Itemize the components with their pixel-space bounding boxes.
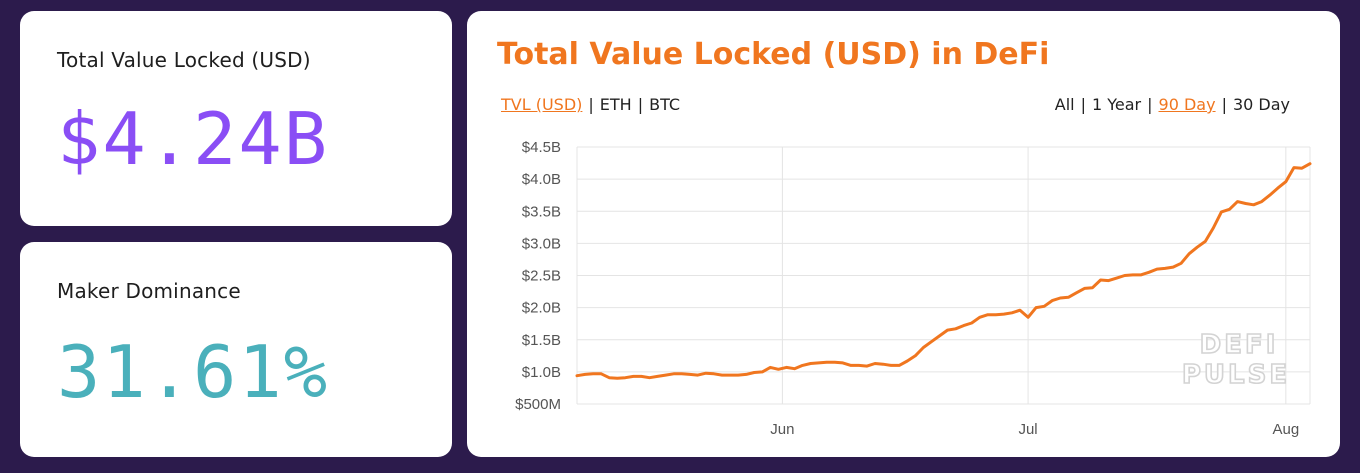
x-tick-label: Aug — [1272, 421, 1299, 438]
watermark-line-2: PULSE — [1182, 360, 1290, 390]
range-option-1-year[interactable]: 1 Year — [1091, 95, 1142, 114]
chart-title: Total Value Locked (USD) in DeFi — [497, 37, 1050, 72]
y-axis: $4.5B $4.0B $3.5B $3.0B $2.5B $2.0B $1.5B $1.0B… — [515, 139, 561, 413]
range-toggle: All | 1 Year | 90 Day | 30 Day — [1055, 95, 1290, 114]
tvl-value: $4.24B — [57, 97, 330, 181]
y-tick-label: $4.0B — [522, 171, 561, 188]
y-tick-label: $2.0B — [522, 300, 561, 317]
x-tick-label: Jul — [1018, 421, 1037, 438]
x-tick-label: Jun — [770, 421, 794, 438]
tvl-card: Total Value Locked (USD) $4.24B — [20, 11, 452, 226]
unit-option-btc[interactable]: BTC — [649, 95, 681, 114]
y-tick-label: $4.5B — [522, 139, 561, 156]
y-tick-label: $1.5B — [522, 332, 561, 349]
separator: | — [1080, 95, 1086, 114]
separator: | — [637, 95, 644, 114]
x-axis: Jun Jul Aug — [770, 421, 1299, 438]
maker-dominance-card: Maker Dominance 31.61% — [20, 242, 452, 457]
unit-toggle: TVL (USD) | ETH | BTC — [501, 95, 680, 114]
range-option-30-day[interactable]: 30 Day — [1232, 95, 1290, 114]
unit-option-tvl-usd[interactable]: TVL (USD) — [501, 95, 583, 114]
y-tick-label: $3.5B — [522, 203, 561, 220]
chart-grid — [576, 146, 1311, 405]
watermark-line-1: DEFI — [1200, 330, 1279, 360]
maker-dominance-value: 31.61% — [57, 330, 330, 414]
unit-option-eth[interactable]: ETH — [599, 95, 632, 114]
tvl-label: Total Value Locked (USD) — [57, 48, 311, 72]
y-tick-label: $500M — [515, 396, 561, 413]
maker-dominance-label: Maker Dominance — [57, 279, 241, 303]
range-option-all[interactable]: All — [1054, 95, 1075, 114]
y-tick-label: $1.0B — [522, 364, 561, 381]
separator: | — [588, 95, 594, 114]
tvl-chart: $4.5B $4.0B $3.5B $3.0B $2.5B $2.0B $1.5B $1.0B… — [515, 139, 1312, 438]
separator: | — [1147, 95, 1153, 114]
defi-pulse-watermark: DEFI PULSE — [1181, 329, 1290, 391]
y-tick-label: $3.0B — [522, 235, 561, 252]
y-tick-label: $2.5B — [522, 268, 561, 285]
separator: | — [1221, 95, 1227, 114]
range-option-90-day[interactable]: 90 Day — [1158, 95, 1216, 114]
tvl-chart-card: $4.5B $4.0B $3.5B $3.0B $2.5B $2.0B $1.5B $1.0B… — [467, 11, 1340, 457]
tvl-series-line — [575, 162, 1312, 380]
